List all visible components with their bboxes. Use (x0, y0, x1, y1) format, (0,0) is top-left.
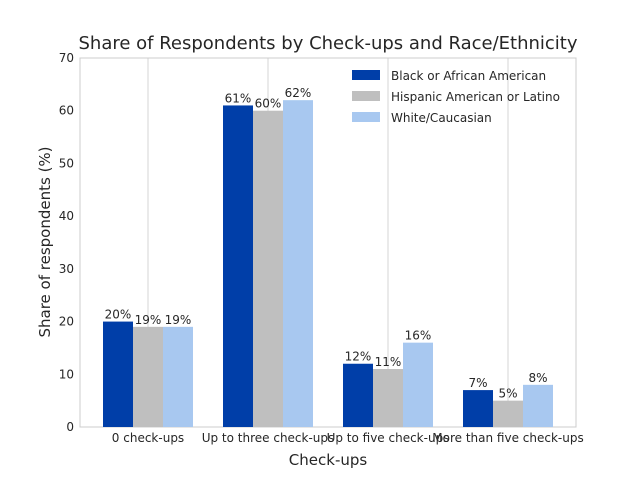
bar-value-label: 62% (285, 86, 312, 100)
y-tick-label: 50 (59, 156, 74, 170)
bar (103, 321, 133, 427)
bar (373, 369, 403, 427)
bars (103, 100, 553, 428)
bar-value-label: 8% (528, 371, 547, 385)
y-tick-label: 60 (59, 104, 74, 118)
y-tick-label: 70 (59, 51, 74, 65)
y-tick-label: 20 (59, 315, 74, 329)
bar (493, 400, 523, 427)
bar (523, 384, 553, 427)
bar-value-label: 61% (225, 91, 252, 105)
legend: Black or African American Hispanic Americ… (352, 69, 560, 125)
bar-value-label: 11% (375, 355, 402, 369)
x-tick-label: Up to three check-ups (202, 431, 335, 445)
legend-swatch (352, 91, 380, 101)
y-tick-label: 10 (59, 367, 74, 381)
bar (463, 390, 493, 427)
bar (403, 342, 433, 427)
bar-labels: 20% 61% 12% 7% 19% 60% 11% 5% 19% 62% 16% 8% (105, 86, 548, 400)
x-tick-label: 0 check-ups (112, 431, 184, 445)
legend-entry-label: Hispanic American or Latino (391, 90, 560, 104)
chart-title: Share of Respondents by Check-ups and Ra… (78, 33, 577, 54)
bar-value-label: 19% (135, 313, 162, 327)
bar-value-label: 20% (105, 308, 132, 322)
bar-value-label: 19% (165, 313, 192, 327)
bar-value-label: 5% (498, 387, 517, 401)
y-axis-label: Share of respondents (%) (36, 146, 54, 337)
bar (343, 363, 373, 427)
bar (223, 105, 253, 427)
bar (133, 326, 163, 427)
legend-swatch (352, 70, 380, 80)
y-tick-label: 40 (59, 209, 74, 223)
y-tick-label: 30 (59, 262, 74, 276)
legend-entry-label: White/Caucasian (391, 111, 492, 125)
bar-value-label: 7% (468, 376, 487, 390)
bar-value-label: 16% (405, 329, 432, 343)
legend-swatch (352, 112, 380, 122)
y-axis-ticks: 0 10 20 30 40 50 60 70 (59, 51, 74, 434)
plot-area (79, 57, 577, 428)
bar-value-label: 60% (255, 97, 282, 111)
bar (163, 326, 193, 427)
bar-value-label: 12% (345, 350, 372, 364)
x-axis-label: Check-ups (289, 451, 368, 469)
bar (253, 110, 283, 427)
x-tick-label: More than five check-ups (432, 431, 583, 445)
bar (283, 100, 313, 428)
x-tick-label: Up to five check-ups (327, 431, 450, 445)
y-tick-label: 0 (66, 420, 74, 434)
legend-entry-label: Black or African American (391, 69, 546, 83)
